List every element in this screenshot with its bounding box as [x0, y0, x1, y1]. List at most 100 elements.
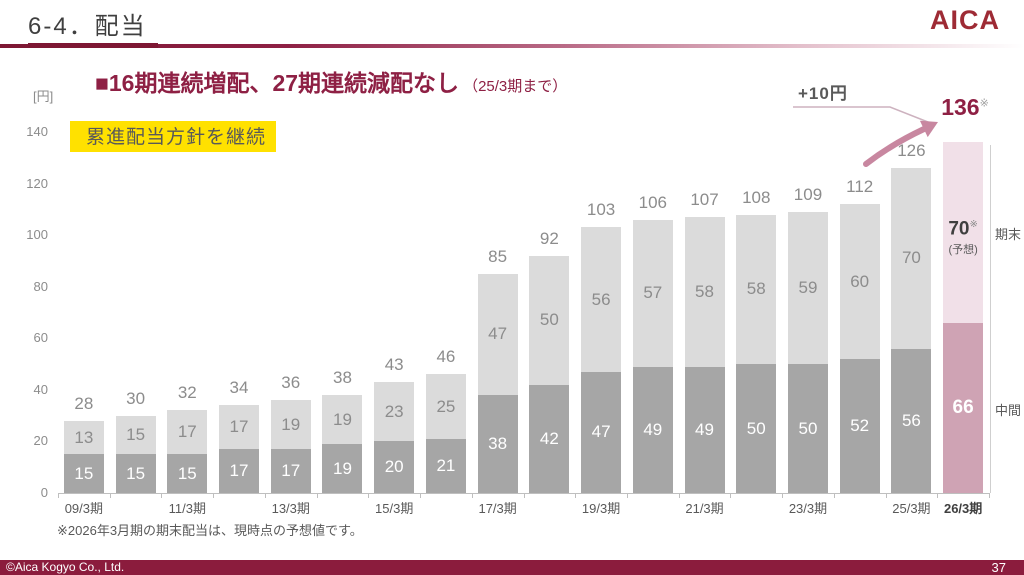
bar-total-18/3期: 92 [539, 228, 559, 248]
bar-interim-value-25/3期: 56 [901, 410, 921, 430]
bar-interim-value-10/3期: 15 [126, 463, 146, 483]
bar-interim-value-20/3期: 49 [643, 419, 663, 439]
bar-yearend-value-15/3期: 23 [384, 401, 404, 421]
bar-yearend-value-21/3期: 58 [695, 281, 714, 301]
page-title: 6-4．配当 [28, 13, 147, 40]
bar-yearend-24/3期 [839, 204, 880, 359]
bar-yearend-25/3期 [891, 168, 932, 349]
bar-interim-value-11/3期: 15 [177, 463, 197, 483]
bar-total-21/3期: 107 [690, 190, 719, 210]
bar-interim-value-13/3期: 17 [281, 461, 301, 481]
increase-arrow-head [919, 120, 938, 138]
forecast-total-asterisk: ※ [979, 97, 989, 110]
aica-logo: AICA [930, 5, 1000, 35]
bar-yearend-22/3期 [736, 214, 777, 365]
forecast-bracket-line [990, 145, 991, 493]
bar-interim-17/3期 [477, 395, 518, 493]
x-axis-label-09/3期: 09/3期 [64, 501, 104, 516]
x-axis-label-11/3期: 11/3期 [168, 501, 206, 516]
y-axis-tick-20: 20 [33, 433, 48, 449]
x-axis-tick [420, 493, 422, 498]
x-axis-label-21/3期: 21/3期 [685, 501, 724, 516]
policy-highlight-text: 累進配当方針を継続 [70, 121, 277, 152]
x-axis-label-25/3期: 25/3期 [892, 501, 931, 516]
y-axis-tick-60: 60 [33, 330, 48, 346]
x-axis-tick [471, 493, 473, 498]
x-axis-tick [109, 493, 111, 498]
bar-total-14/3期: 38 [333, 368, 352, 387]
bar-yearend-value-24/3期: 60 [850, 271, 870, 291]
bar-total-13/3期: 36 [281, 373, 301, 393]
footer-bar: ©Aica Kogyo Co., Ltd. 37 [0, 560, 1024, 575]
bar-interim-value-19/3期: 47 [591, 422, 611, 442]
bar-interim-11/3期 [167, 454, 208, 493]
bar-interim-19/3期 [581, 371, 622, 493]
bar-yearend-19/3期 [581, 227, 622, 372]
bar-yearend-value-17/3期: 47 [488, 324, 508, 344]
y-axis-tick-100: 100 [26, 227, 48, 243]
bar-yearend-value-10/3期: 15 [126, 424, 146, 444]
bar-interim-23/3期 [787, 364, 828, 493]
bar-interim-value-26/3期: 66 [952, 396, 974, 418]
bar-interim-value-23/3期: 50 [798, 418, 818, 438]
x-axis-tick [575, 493, 577, 498]
y-axis-unit-label: [円] [33, 89, 54, 104]
bar-interim-value-14/3期: 19 [333, 458, 352, 478]
bar-yearend-value-19/3期: 56 [591, 289, 611, 309]
x-axis-label-23/3期: 23/3期 [788, 501, 828, 516]
headline: ■16期連続増配、27期連続減配なし （25/3期まで） [95, 64, 567, 98]
bar-interim-value-12/3期: 17 [229, 461, 249, 481]
x-axis-tick [368, 493, 370, 498]
y-axis-tick-80: 80 [33, 278, 48, 294]
bar-yearend-value-12/3期: 17 [229, 417, 249, 437]
bar-total-09/3期: 28 [74, 393, 94, 413]
bar-interim-value-18/3期: 42 [539, 428, 559, 448]
x-axis-tick [885, 493, 887, 498]
bar-total-22/3期: 108 [742, 187, 771, 207]
bar-yearend-value-26/3期: 70※ (予想) [948, 217, 978, 256]
bar-yearend-09/3期 [63, 420, 104, 455]
increase-arrow-graphic [793, 106, 938, 167]
bar-yearend-18/3期 [529, 255, 570, 385]
bar-interim-value-21/3期: 49 [695, 419, 714, 439]
bar-total-20/3期: 106 [638, 192, 667, 212]
bar-interim-09/3期 [63, 454, 104, 493]
bar-total-11/3期: 32 [177, 383, 197, 403]
headline-suffix: （25/3期まで） [463, 78, 568, 95]
bar-interim-value-09/3期: 15 [74, 463, 94, 483]
bar-total-24/3期: 112 [846, 177, 874, 197]
x-axis-tick [678, 493, 680, 498]
x-axis-tick [161, 493, 163, 498]
x-axis-label-17/3期: 17/3期 [478, 501, 517, 516]
bar-yearend-value-13/3期: 19 [281, 414, 301, 434]
bar-yearend-11/3期 [167, 410, 208, 455]
x-axis-tick [626, 493, 628, 498]
bar-yearend-value-23/3期: 59 [798, 278, 818, 297]
y-axis-tick-140: 140 [26, 124, 48, 139]
bar-total-12/3期: 34 [229, 378, 249, 398]
bar-interim-10/3期 [115, 454, 156, 493]
bar-interim-value-24/3期: 52 [850, 415, 870, 435]
bar-interim-value-22/3期: 50 [746, 418, 766, 438]
bar-interim-21/3期 [684, 366, 725, 493]
bar-interim-22/3期 [736, 364, 777, 493]
bar-yearend-value-18/3期: 50 [539, 310, 559, 330]
y-axis-tick-120: 120 [26, 175, 48, 191]
x-axis-label-19/3期: 19/3期 [581, 501, 621, 516]
bar-yearend-value-11/3期: 17 [177, 422, 197, 442]
y-axis-tick-0: 0 [40, 485, 48, 500]
x-axis-tick [989, 493, 990, 498]
bar-total-17/3期: 85 [488, 246, 508, 266]
bar-interim-value-16/3期: 21 [436, 455, 456, 475]
x-axis-tick [937, 493, 939, 498]
x-axis-tick [730, 493, 732, 498]
legend-yearend-label: 期末 [995, 227, 1022, 242]
bar-yearend-20/3期 [632, 219, 673, 367]
bar-interim-value-17/3期: 38 [488, 434, 508, 453]
page-number: 37 [991, 560, 1006, 575]
bar-yearend-14/3期 [322, 395, 363, 444]
bar-interim-26/3期 [943, 322, 984, 493]
bar-interim-12/3期 [219, 449, 260, 493]
x-axis-tick [264, 493, 266, 498]
